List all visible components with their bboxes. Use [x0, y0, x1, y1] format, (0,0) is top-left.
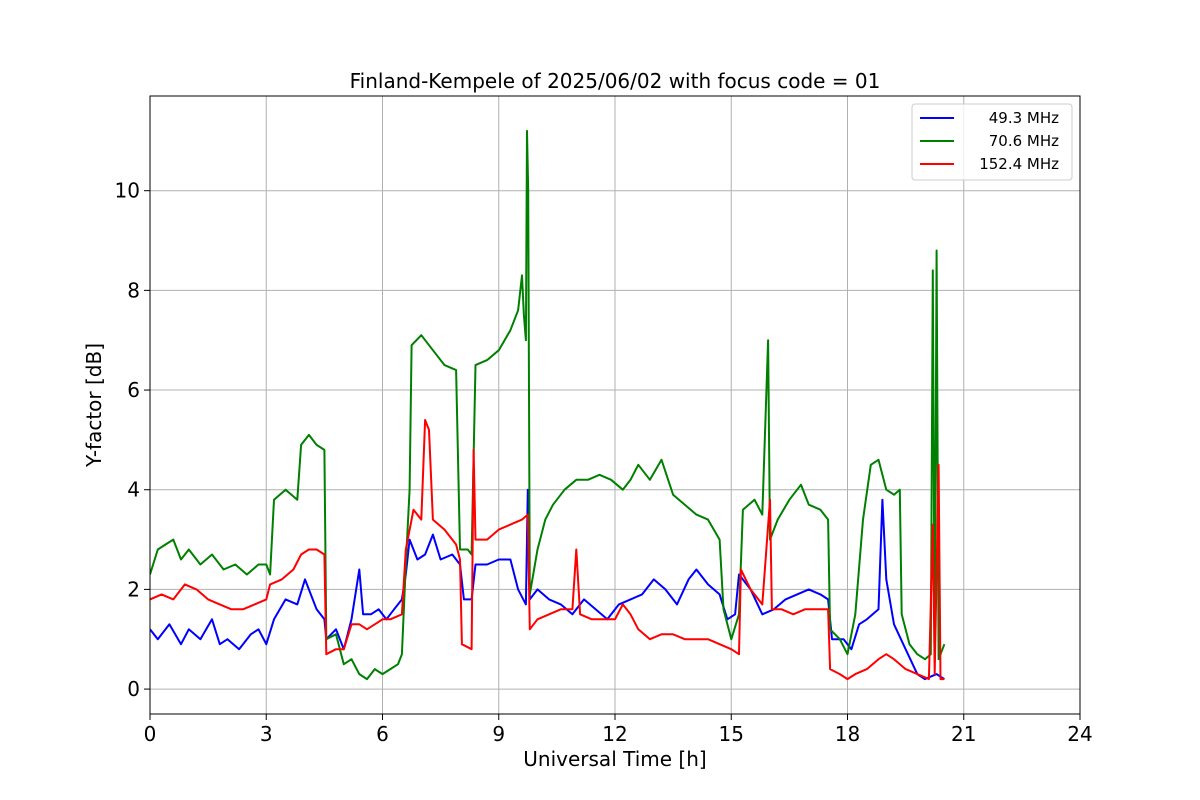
x-tick-label: 18: [835, 722, 860, 746]
x-axis-label: Universal Time [h]: [523, 747, 706, 771]
series-lines: [150, 129, 946, 681]
legend-label-49-3-mhz: 49.3 MHz: [989, 109, 1059, 127]
y-tick-label: 4: [127, 478, 140, 502]
x-tick-label: 6: [376, 722, 389, 746]
legend: 49.3 MHz 70.6 MHz 152.4 MHz: [911, 103, 1073, 181]
legend-label-152-4-mhz: 152.4 MHz: [979, 155, 1059, 173]
x-tick-label: 3: [260, 722, 273, 746]
y-tick-label: 10: [115, 179, 140, 203]
y-axis-label: Y-factor [dB]: [82, 343, 106, 468]
y-tick-label: 8: [127, 278, 140, 302]
legend-frame: [911, 103, 1073, 181]
x-tick-label: 12: [602, 722, 627, 746]
plot-frame: [149, 95, 1081, 715]
y-tick-label: 0: [127, 677, 140, 701]
x-tick-label: 15: [719, 722, 744, 746]
chart-title: Finland-Kempele of 2025/06/02 with focus…: [350, 69, 881, 93]
series-line-49-3-mhz: [150, 488, 945, 681]
x-tick-label: 9: [492, 722, 505, 746]
x-tick-label: 21: [951, 722, 976, 746]
x-tick-label: 24: [1067, 722, 1092, 746]
x-tick-label: 0: [144, 722, 157, 746]
y-tick-label: 6: [127, 378, 140, 402]
y-tick-label: 2: [127, 577, 140, 601]
legend-label-70-6-mhz: 70.6 MHz: [989, 132, 1059, 150]
series-line-152-4-mhz: [150, 419, 945, 681]
